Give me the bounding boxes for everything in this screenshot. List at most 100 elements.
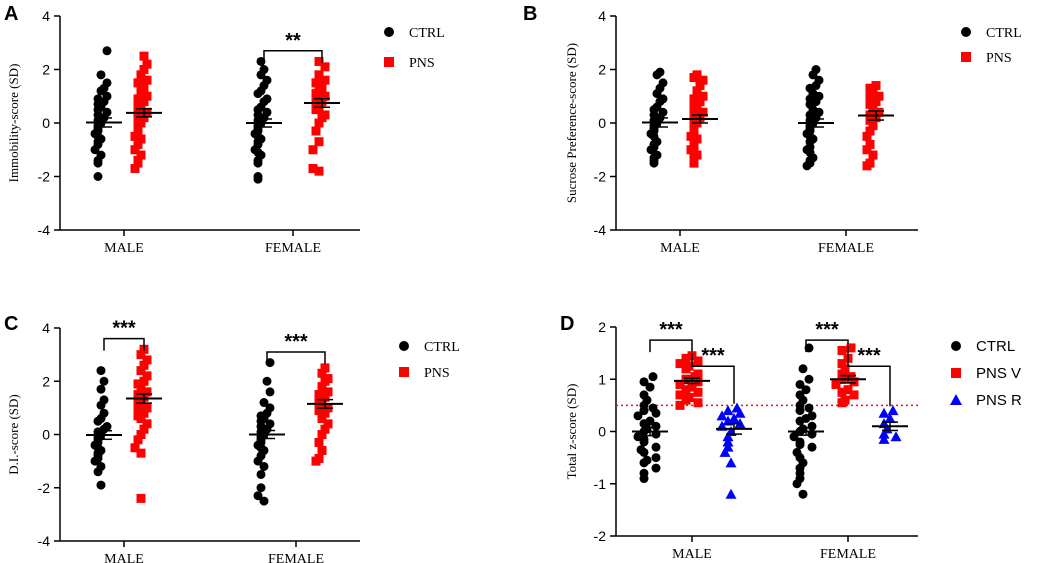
legend-marker: [951, 341, 961, 351]
data-point: [843, 385, 853, 395]
legend-marker: [384, 27, 394, 37]
y-tick-label: 0: [42, 427, 50, 443]
data-point: [311, 126, 321, 136]
data-point: [253, 174, 263, 184]
series-pns-r-female: [872, 405, 908, 444]
series-ctrl-male: [642, 67, 678, 168]
data-point: [139, 113, 149, 123]
legend-label: CTRL: [409, 26, 445, 41]
data-point: [323, 419, 333, 429]
y-tick-label: -1: [594, 476, 607, 492]
panel-label: D: [560, 313, 574, 335]
panel-A: A 4 2 0 -2 -4 Immobility-score (SD) MALE FEMALE *…: [4, 3, 445, 256]
data-point: [693, 398, 703, 408]
data-point: [136, 414, 146, 424]
data-point: [253, 158, 263, 168]
y-tick-label: -4: [38, 533, 51, 549]
y-axis-label: Sucrose Preference-score (SD): [564, 43, 579, 203]
data-point: [136, 350, 146, 360]
significance-stars: ***: [112, 318, 136, 340]
data-point: [311, 456, 321, 466]
series-pns-female: [858, 81, 894, 171]
data-point: [133, 110, 143, 120]
significance-bracket: [649, 339, 693, 353]
data-point: [692, 86, 702, 96]
data-point: [96, 86, 106, 96]
significance-stars: ***: [659, 319, 683, 341]
data-point: [320, 62, 330, 72]
data-point: [795, 379, 805, 389]
y-tick-label: 2: [598, 62, 606, 78]
y-tick-label: 2: [42, 373, 50, 389]
data-point: [314, 406, 324, 416]
data-point: [259, 496, 269, 506]
data-point: [868, 102, 878, 112]
data-point: [320, 392, 330, 402]
data-point: [837, 398, 847, 408]
data-point: [639, 458, 649, 468]
x-tick-label: MALE: [672, 547, 712, 562]
x-tick-label: FEMALE: [820, 547, 876, 562]
series-ctrl-female: [249, 358, 285, 506]
data-point: [651, 421, 661, 431]
data-point: [139, 51, 149, 61]
data-point: [865, 94, 875, 104]
data-point: [887, 405, 899, 416]
data-point: [133, 158, 143, 168]
data-point: [253, 456, 263, 466]
legend-item-ctrl: CTRL: [951, 338, 1015, 355]
data-point: [878, 428, 890, 439]
data-point: [831, 379, 841, 389]
data-point: [868, 150, 878, 160]
data-point: [265, 387, 275, 397]
data-point: [93, 416, 103, 426]
significance-bracket: [263, 50, 323, 63]
data-point: [308, 163, 318, 173]
legend-item-ctrl: CTRL: [384, 26, 445, 41]
data-point: [689, 73, 699, 83]
data-point: [639, 377, 649, 387]
legend-label: CTRL: [424, 340, 460, 355]
data-point: [808, 70, 818, 80]
data-point: [133, 126, 143, 136]
x-tick-label: MALE: [660, 241, 700, 256]
legend-marker: [961, 52, 971, 62]
data-point: [719, 446, 731, 457]
data-point: [130, 443, 140, 453]
panel-C: C 4 2 0 -2 -4 D.I.-score (SD) MALE FEMALE *** *** C…: [4, 313, 460, 563]
data-point: [320, 424, 330, 434]
data-point: [795, 440, 805, 450]
data-point: [804, 374, 814, 384]
legend-item-ctrl: CTRL: [961, 26, 1022, 41]
data-point: [133, 435, 143, 445]
significance-bracket: [691, 353, 735, 404]
data-point: [689, 126, 699, 136]
legend-marker: [384, 57, 394, 67]
data-point: [90, 145, 100, 155]
data-point: [798, 489, 808, 499]
legend-label: PNS: [424, 366, 450, 381]
data-point: [878, 407, 890, 418]
data-point: [837, 387, 847, 397]
data-point: [320, 408, 330, 418]
data-point: [639, 406, 649, 416]
data-point: [689, 139, 699, 149]
data-point: [693, 377, 703, 387]
data-point: [136, 430, 146, 439]
y-tick-label: -2: [38, 480, 51, 496]
data-point: [687, 382, 697, 392]
data-point: [698, 75, 708, 85]
data-point: [317, 414, 327, 424]
data-point: [675, 379, 685, 389]
legend-label: CTRL: [976, 338, 1015, 355]
data-point: [133, 139, 143, 149]
data-point: [846, 343, 856, 353]
data-point: [90, 456, 100, 466]
data-point: [139, 360, 149, 370]
legend-label: CTRL: [986, 26, 1022, 41]
series-ctrl-female: [798, 65, 834, 171]
panel-label: B: [523, 3, 537, 25]
data-point: [690, 372, 700, 382]
data-point: [314, 56, 324, 66]
